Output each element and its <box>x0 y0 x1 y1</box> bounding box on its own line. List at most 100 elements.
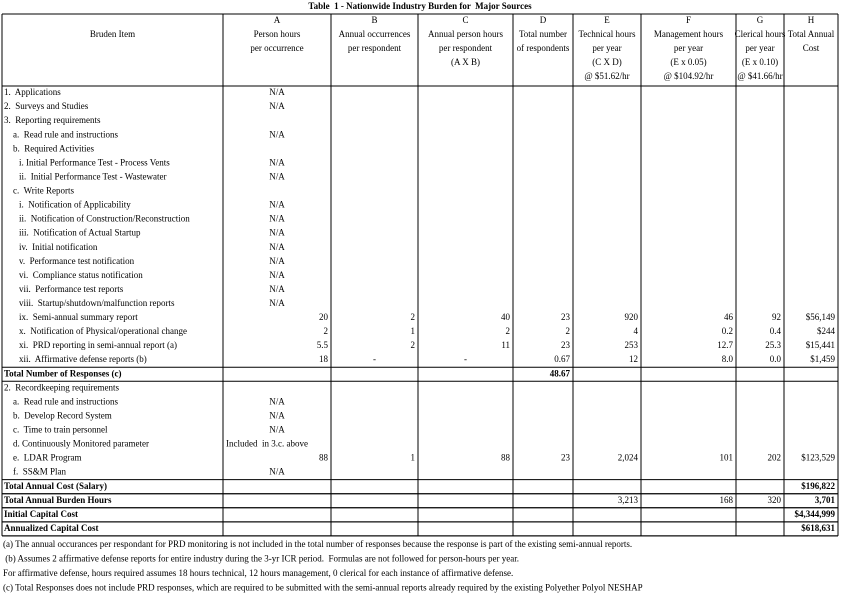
column-header: (C X D) <box>592 57 622 67</box>
row-label: i. Notification of Applicability <box>19 200 131 210</box>
row-label: x. Notification of Physical/operational … <box>19 326 187 336</box>
cell-value: 4 <box>634 326 639 336</box>
cell-value: N/A <box>269 396 285 406</box>
cell-value: 253 <box>625 340 639 350</box>
column-letter: A <box>274 15 281 25</box>
column-header: Management hours <box>654 29 724 39</box>
cell-value: $123,529 <box>801 453 835 463</box>
total-label: Total Number of Responses (c) <box>4 368 122 378</box>
row-label: v. Performance test notification <box>19 256 135 266</box>
cell-value: 0.2 <box>722 326 733 336</box>
column-header: per year <box>674 43 703 53</box>
column-header: Annual occurrences <box>339 29 411 39</box>
footnote: (c) Total Responses does not include PRD… <box>3 582 643 592</box>
cell-value: - <box>464 354 467 364</box>
row-label: ii. Notification of Construction/Reconst… <box>19 214 190 224</box>
column-header: Technical hours <box>578 29 636 39</box>
row-label: e. LDAR Program <box>13 453 82 463</box>
cell-value: 320 <box>768 495 782 505</box>
cell-value: 168 <box>720 495 734 505</box>
row-label: 3. Reporting requirements <box>4 115 101 125</box>
column-header: @ $41.66/hr <box>737 71 782 81</box>
column-header: (E x 0.10) <box>742 57 778 67</box>
cell-value: 3,213 <box>618 495 639 505</box>
total-label: Total Annual Burden Hours <box>4 495 112 505</box>
column-header: @ $104.92/hr <box>664 71 714 81</box>
cell-value: 3,701 <box>815 495 836 505</box>
row-label: 2. Surveys and Studies <box>4 101 89 111</box>
cell-value: N/A <box>269 256 285 266</box>
row-label: b. Required Activities <box>13 143 94 153</box>
footnote: (a) The annual occurances per respondant… <box>3 539 632 549</box>
cell-value: N/A <box>269 214 285 224</box>
cell-value: 2 <box>411 312 416 322</box>
cell-value: 0.0 <box>770 354 782 364</box>
row-label: a. Read rule and instructions <box>13 129 118 139</box>
cell-value: N/A <box>269 157 285 167</box>
row-label: vii. Performance test reports <box>19 284 124 294</box>
cell-value: 8.0 <box>722 354 734 364</box>
cell-value: - <box>373 354 376 364</box>
column-header: (E x 0.05) <box>670 57 706 67</box>
cell-value: 23 <box>561 453 571 463</box>
cell-value: 2 <box>411 340 416 350</box>
cell-value: N/A <box>269 425 285 435</box>
cell-value: 2,024 <box>618 453 639 463</box>
cell-value: N/A <box>269 171 285 181</box>
cell-value: 23 <box>561 340 571 350</box>
cell-value: $1,459 <box>810 354 835 364</box>
cell-value: 12.7 <box>717 340 733 350</box>
row-label: 2. Recordkeeping requirements <box>4 382 119 392</box>
cell-value: $618,631 <box>801 523 835 533</box>
row-label: viii. Startup/shutdown/malfunction repor… <box>19 298 175 308</box>
footnote: For affirmative defense, hours required … <box>3 568 513 578</box>
column-header: (A X B) <box>451 57 480 67</box>
row-label: iii. Notification of Actual Startup <box>19 228 141 238</box>
cell-value: N/A <box>269 200 285 210</box>
total-label: Total Annual Cost (Salary) <box>4 481 107 491</box>
column-letter: G <box>757 15 764 25</box>
cell-value: 2 <box>324 326 329 336</box>
column-header: per occurrence <box>250 43 303 53</box>
cell-value: 1 <box>411 453 416 463</box>
table-title: Table 1 - Nationwide Industry Burden for… <box>308 1 532 11</box>
column-header: per respondent <box>439 43 493 53</box>
row-label: i. Initial Performance Test - Process Ve… <box>19 157 170 167</box>
cell-value: $56,149 <box>806 312 836 322</box>
cell-value: N/A <box>269 101 285 111</box>
footnote: (b) Assumes 2 affirmative defense report… <box>3 553 519 563</box>
cell-value: 18 <box>319 354 329 364</box>
row-label: ii. Initial Performance Test - Wastewate… <box>19 171 167 181</box>
row-label: vi. Compliance status notification <box>19 270 143 280</box>
column-letter: E <box>604 15 610 25</box>
column-header: of respondents <box>517 43 570 53</box>
row-label: b. Develop Record System <box>13 410 112 420</box>
cell-value: N/A <box>269 410 285 420</box>
row-label: iv. Initial notification <box>19 242 98 252</box>
cell-value: 101 <box>720 453 734 463</box>
cell-value: 12 <box>629 354 638 364</box>
column-header: Clerical hours <box>735 29 786 39</box>
column-header: Total Annual <box>788 29 835 39</box>
row-label: a. Read rule and instructions <box>13 396 118 406</box>
cell-value: N/A <box>269 228 285 238</box>
column-header: Bruden Item <box>90 29 135 39</box>
row-label: c. Time to train personnel <box>13 425 108 435</box>
column-letter: B <box>371 15 377 25</box>
cell-value: N/A <box>269 467 285 477</box>
cell-value: $196,822 <box>801 481 835 491</box>
row-label: c. Write Reports <box>13 186 74 196</box>
cell-value: N/A <box>269 129 285 139</box>
cell-value: 2 <box>506 326 511 336</box>
cell-value: 920 <box>625 312 639 322</box>
column-letter: F <box>686 15 691 25</box>
cell-value: 92 <box>772 312 781 322</box>
column-header: per respondent <box>348 43 402 53</box>
cell-value: $15,441 <box>806 340 835 350</box>
cell-value: 1 <box>411 326 416 336</box>
cell-value: 2 <box>566 326 571 336</box>
cell-value: 0.67 <box>554 354 570 364</box>
cell-value: N/A <box>269 87 285 97</box>
cell-value: 88 <box>319 453 329 463</box>
